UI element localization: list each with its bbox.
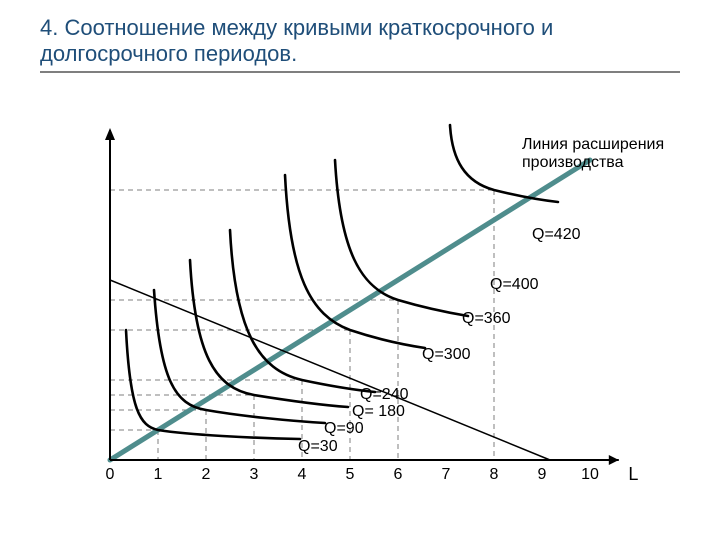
chart-area: 0 1 2 3 4 5 6 7 8 9 10 Q=30Q=90Q= 180Q=240 Q=300 Q=36…	[90, 130, 650, 490]
isoquant-label: Q=420	[532, 226, 580, 244]
x-axis-label: L	[628, 464, 638, 485]
page-title: 4. Соотношение между кривыми краткосрочн…	[40, 15, 680, 68]
x-tick-label: 3	[250, 466, 259, 484]
x-tick-label: 7	[442, 466, 451, 484]
x-tick-label: 4	[298, 466, 307, 484]
x-tick-label: 10	[581, 466, 599, 484]
isoquant-label: Q= 180	[352, 403, 405, 421]
isoquant-label: Q=90	[324, 420, 364, 438]
title-block: 4. Соотношение между кривыми краткосрочн…	[40, 15, 680, 73]
isoquant-label: Q=400	[490, 276, 538, 294]
isoquant-label: Q=240	[360, 386, 408, 404]
x-tick-label: 6	[394, 466, 403, 484]
x-tick-label: 1	[154, 466, 163, 484]
x-tick-label: 2	[202, 466, 211, 484]
x-tick-label: 8	[490, 466, 499, 484]
expansion-line-legend: Линия расширения производства	[522, 136, 672, 173]
x-tick-label: 9	[538, 466, 547, 484]
x-tick-label: 0	[106, 466, 115, 484]
isoquant-label: Q=30	[298, 438, 338, 456]
title-underline	[40, 71, 680, 73]
isoquant-label: Q=360	[462, 310, 510, 328]
x-tick-label: 5	[346, 466, 355, 484]
isoquant-label: Q=300	[422, 346, 470, 364]
chart-svg	[90, 130, 650, 490]
